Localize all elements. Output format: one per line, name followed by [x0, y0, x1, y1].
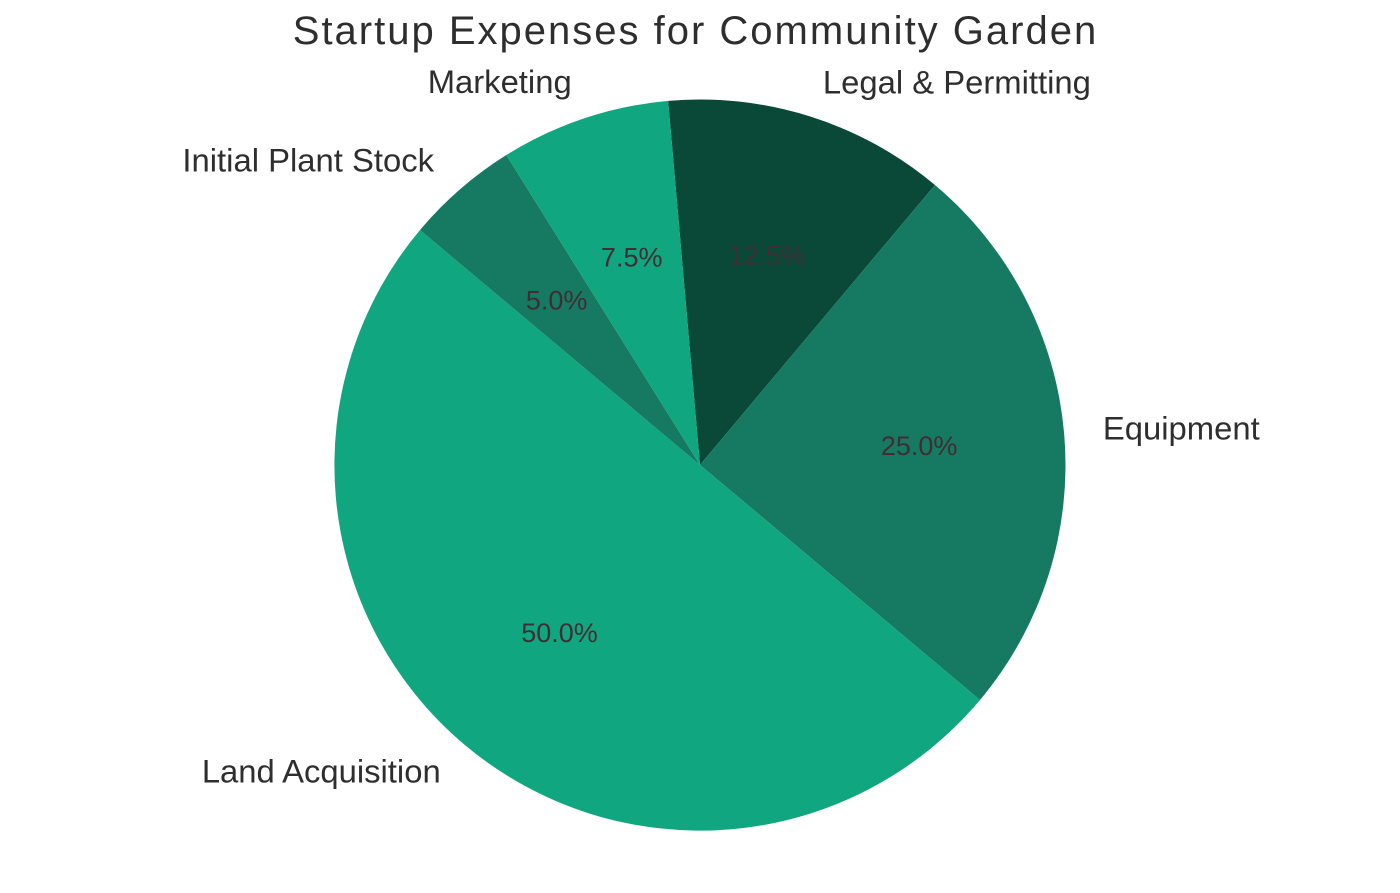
svg-text:Initial Plant Stock: Initial Plant Stock — [182, 141, 434, 178]
svg-text:25.0%: 25.0% — [881, 431, 958, 461]
svg-text:Legal & Permitting: Legal & Permitting — [823, 64, 1091, 101]
svg-text:5.0%: 5.0% — [526, 285, 588, 315]
svg-text:Land Acquisition: Land Acquisition — [202, 753, 441, 790]
svg-text:Equipment: Equipment — [1103, 410, 1260, 447]
svg-text:Startup Expenses for Community: Startup Expenses for Community Garden — [293, 9, 1098, 53]
svg-text:50.0%: 50.0% — [521, 618, 598, 648]
svg-text:12.5%: 12.5% — [729, 241, 806, 271]
svg-text:7.5%: 7.5% — [601, 242, 663, 272]
svg-text:Marketing: Marketing — [428, 63, 572, 100]
